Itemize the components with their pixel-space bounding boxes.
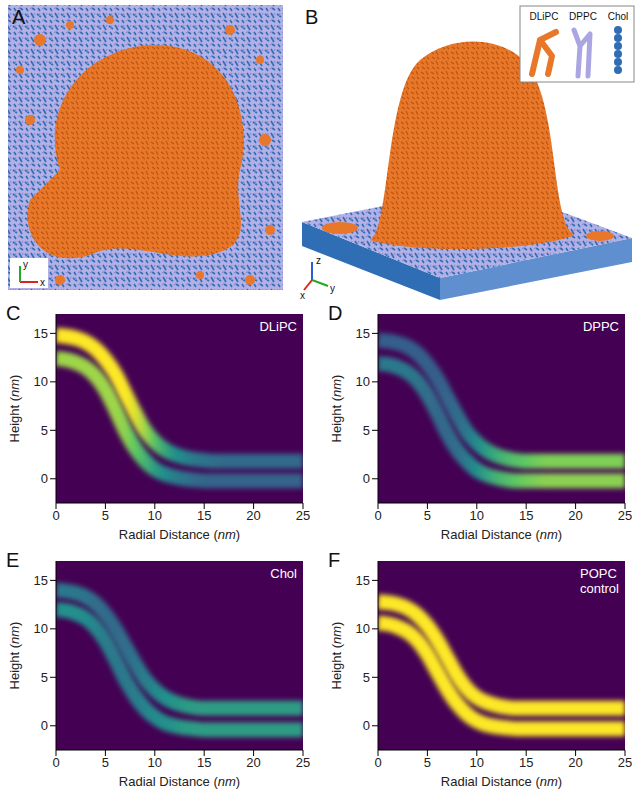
svg-text:0: 0	[374, 508, 381, 523]
svg-text:25: 25	[618, 755, 632, 770]
svg-text:B: B	[305, 6, 318, 28]
html-text:D: D	[328, 302, 343, 324]
svg-text:y: y	[330, 283, 335, 294]
svg-text:15: 15	[34, 573, 48, 588]
svg-text:Height (nm): Height (nm)	[7, 375, 22, 443]
svg-text:Height (nm): Height (nm)	[7, 622, 22, 690]
svg-text:10: 10	[470, 755, 484, 770]
svg-text:10: 10	[470, 508, 484, 523]
svg-text:10: 10	[356, 374, 370, 389]
svg-text:15: 15	[197, 508, 211, 523]
svg-text:25: 25	[296, 508, 310, 523]
svg-text:5: 5	[41, 670, 48, 685]
svg-text:5: 5	[424, 755, 431, 770]
html-text:DLiPC: DLiPC	[259, 319, 297, 334]
html-text:DPPC: DPPC	[582, 319, 619, 334]
svg-text:15: 15	[356, 326, 370, 341]
svg-text:5: 5	[102, 755, 109, 770]
svg-text:15: 15	[519, 755, 533, 770]
svg-text:0: 0	[374, 755, 381, 770]
svg-text:Radial Distance (nm): Radial Distance (nm)	[119, 527, 240, 542]
svg-text:15: 15	[34, 326, 48, 341]
svg-text:Radial Distance (nm): Radial Distance (nm)	[119, 774, 240, 789]
svg-text:20: 20	[246, 508, 260, 523]
svg-text:10: 10	[356, 621, 370, 636]
html-text:Chol: Chol	[270, 566, 297, 581]
svg-text:0: 0	[363, 718, 370, 733]
html-text:control: control	[580, 581, 619, 596]
svg-text:DPPC: DPPC	[569, 11, 597, 22]
svg-text:15: 15	[197, 755, 211, 770]
svg-text:5: 5	[424, 508, 431, 523]
svg-text:y: y	[23, 259, 28, 270]
html-text:C: C	[6, 302, 21, 324]
svg-text:Radial Distance (nm): Radial Distance (nm)	[441, 774, 562, 789]
svg-text:Height (nm): Height (nm)	[329, 622, 344, 690]
svg-text:10: 10	[148, 508, 162, 523]
svg-text:x: x	[40, 277, 45, 288]
svg-text:20: 20	[568, 755, 582, 770]
svg-text:5: 5	[41, 423, 48, 438]
svg-text:0: 0	[41, 471, 48, 486]
html-text:POPC: POPC	[580, 566, 617, 581]
svg-text:0: 0	[41, 718, 48, 733]
svg-text:25: 25	[296, 755, 310, 770]
svg-text:Height (nm): Height (nm)	[329, 375, 344, 443]
svg-text:Chol: Chol	[608, 11, 629, 22]
svg-text:0: 0	[52, 755, 59, 770]
svg-text:20: 20	[246, 755, 260, 770]
svg-text:5: 5	[102, 508, 109, 523]
html-text:F: F	[328, 549, 341, 571]
svg-text:10: 10	[34, 621, 48, 636]
svg-text:15: 15	[356, 573, 370, 588]
svg-text:A: A	[12, 6, 26, 28]
svg-text:5: 5	[363, 670, 370, 685]
svg-text:10: 10	[148, 755, 162, 770]
svg-text:DLiPC: DLiPC	[530, 11, 559, 22]
svg-text:x: x	[300, 290, 305, 300]
svg-text:Radial Distance (nm): Radial Distance (nm)	[441, 527, 562, 542]
html-text:E: E	[6, 549, 20, 571]
svg-text:10: 10	[34, 374, 48, 389]
svg-text:0: 0	[363, 471, 370, 486]
svg-text:z: z	[316, 255, 321, 266]
svg-text:0: 0	[52, 508, 59, 523]
svg-text:15: 15	[519, 508, 533, 523]
svg-text:25: 25	[618, 508, 632, 523]
svg-text:20: 20	[568, 508, 582, 523]
svg-text:5: 5	[363, 423, 370, 438]
